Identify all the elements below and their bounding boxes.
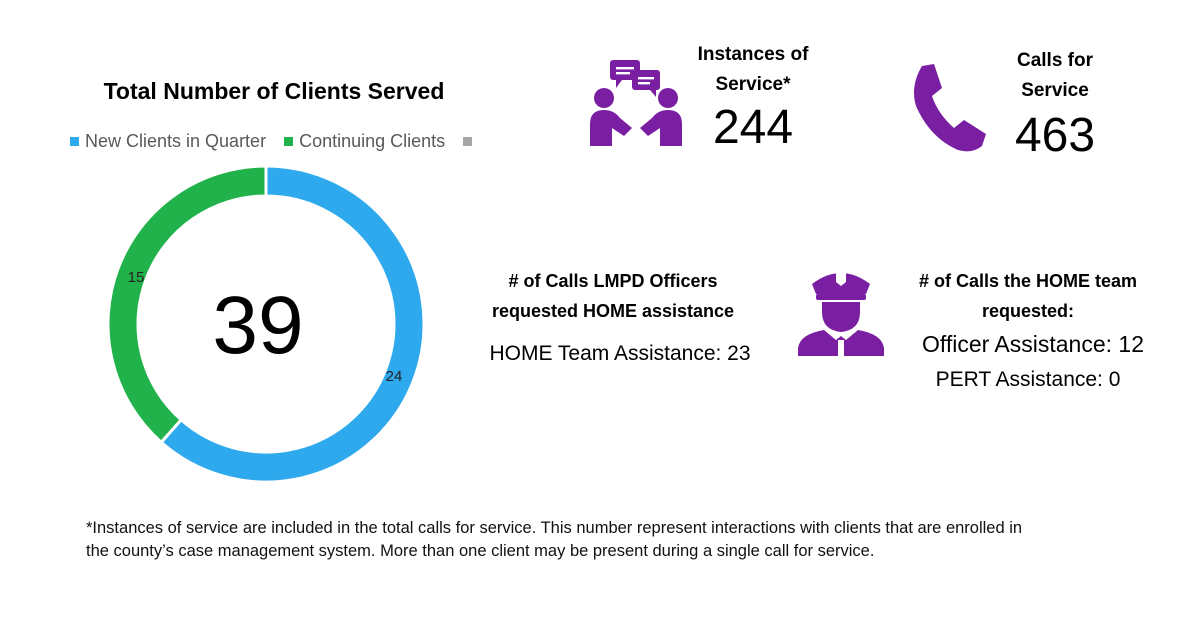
instances-label: Instances of Service*: [686, 40, 820, 100]
donut-slices: [106, 164, 426, 484]
footnote-line2: the county’s case management system. Mor…: [86, 542, 875, 560]
legend-swatch-new-clients: [70, 136, 79, 146]
instances-value: 244: [712, 101, 794, 154]
calls-label: Calls for Service: [1000, 46, 1110, 106]
pert-assistance-value: PERT Assistance: 0: [935, 368, 1121, 391]
donut-slice-continuing-clients: [106, 164, 268, 445]
calls-label-line2: Service: [1021, 80, 1089, 101]
officer-assistance-value: Officer Assistance: 12: [921, 331, 1144, 357]
legend-label-new-clients: New Clients in Quarter: [85, 130, 267, 151]
legend-item-unnamed: [463, 136, 478, 146]
footnote-line1: *Instances of service are included in th…: [86, 519, 1023, 537]
home-requested-label-line2: requested:: [981, 301, 1075, 321]
legend-swatch-continuing-clients: [284, 136, 294, 146]
legend-label-continuing-clients: Continuing Clients: [299, 130, 446, 151]
home-team-assistance-value: HOME Team Assistance: 23: [489, 342, 751, 365]
lmpd-label-line1: # of Calls LMPD Officers: [508, 271, 718, 291]
phone-icon: [914, 64, 986, 152]
legend-item-new-clients: New Clients in Quarter: [70, 131, 266, 152]
chart-title: Total Number of Clients Served: [103, 78, 445, 104]
slice-label-new-clients: 24: [386, 368, 403, 385]
calls-value: 463: [1014, 109, 1096, 162]
instances-label-line2: Service*: [715, 74, 791, 95]
meeting-icon: [590, 60, 682, 146]
home-requested-label: # of Calls the HOME team requested:: [900, 266, 1156, 326]
footnote: *Instances of service are included in th…: [86, 517, 1146, 563]
police-officer-icon: [798, 272, 884, 356]
slice-label-continuing-clients: 15: [128, 269, 145, 286]
donut-slice-new-clients: [159, 164, 426, 484]
instances-label-line1: Instances of: [697, 44, 809, 65]
calls-label-line1: Calls for: [1016, 50, 1094, 71]
legend-swatch-unnamed: [463, 136, 473, 146]
lmpd-label-line2: requested HOME assistance: [491, 301, 735, 321]
home-requested-label-line1: # of Calls the HOME team: [918, 271, 1138, 291]
legend-item-continuing-clients: Continuing Clients: [284, 131, 445, 152]
donut-total-value: 39: [212, 280, 303, 371]
chart-legend: New Clients in Quarter Continuing Client…: [70, 129, 496, 153]
donut-chart: 39 24 15: [106, 164, 426, 484]
lmpd-label: # of Calls LMPD Officers requested HOME …: [470, 266, 756, 326]
